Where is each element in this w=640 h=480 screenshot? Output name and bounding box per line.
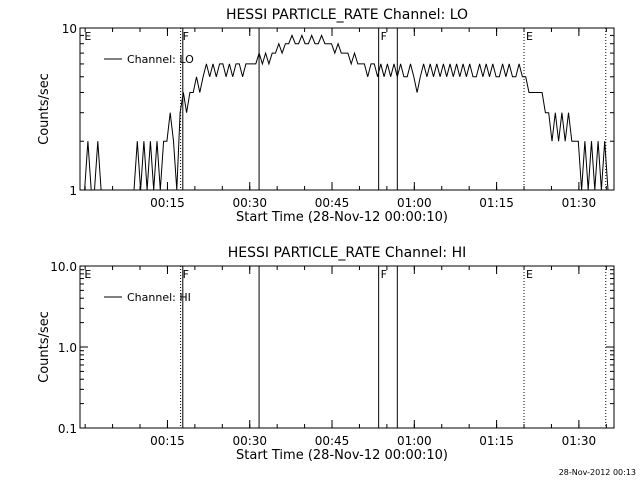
footer-timestamp: 28-Nov-2012 00:13 [559,468,636,477]
x-tick-label: 00:45 [315,434,350,448]
x-tick-label: 01:15 [479,196,514,210]
flag-label: E [84,30,91,43]
y-axis-label: Counts/sec [37,73,52,145]
x-tick-label: 00:15 [150,434,185,448]
x-axis-label: Start Time (28-Nov-12 00:00:10) [236,210,448,225]
x-tick-label: 01:00 [397,434,432,448]
chart-title: HESSI PARTICLE_RATE Channel: LO [226,7,468,23]
panel-channel-hi: HESSI PARTICLE_RATE Channel: HI 00:15 00:3… [37,245,615,463]
series-line [84,34,609,191]
x-tick-label: 00:45 [315,196,350,210]
y-tick-label: 10 [62,22,77,36]
flag-label: F [381,30,387,43]
flag-label: E [526,268,533,281]
x-tick-label: 01:30 [562,434,597,448]
x-axis-label: Start Time (28-Nov-12 00:00:10) [236,448,448,463]
flag-label: F [381,268,387,281]
legend-label: Channel: LO [127,53,194,66]
x-tick-label: 00:30 [232,434,267,448]
x-tick-label: 01:15 [479,434,514,448]
plot-frame [79,27,615,191]
x-tick-label: 00:15 [150,196,185,210]
flag-label: E [526,30,533,43]
chart-title: HESSI PARTICLE_RATE Channel: HI [228,245,466,261]
flag-label: F [183,30,189,43]
panel-channel-lo: HESSI PARTICLE_RATE Channel: LO 00:15 00:3… [37,7,615,225]
flag-label: E [84,268,91,281]
y-tick-label: 1 [69,184,77,198]
y-axis-label: Counts/sec [37,311,52,383]
x-tick-label: 00:30 [232,196,267,210]
y-tick-label: 0.1 [58,422,77,436]
y-tick-label: 1.0 [58,341,77,355]
y-tick-label: 10.0 [50,260,77,274]
x-tick-label: 01:30 [562,196,597,210]
legend-label: Channel: HI [127,291,191,304]
x-tick-label: 01:00 [397,196,432,210]
flag-label: F [183,268,189,281]
